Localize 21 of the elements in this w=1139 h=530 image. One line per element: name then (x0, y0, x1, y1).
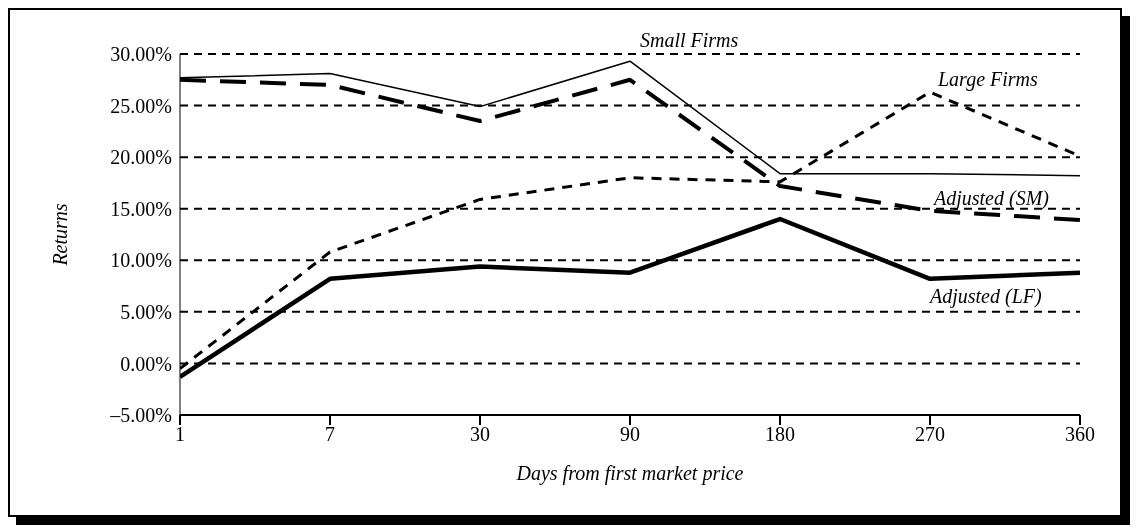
x-axis-title: Days from first market price (515, 462, 744, 485)
x-tick-label: 7 (325, 423, 335, 446)
y-tick-label: 10.00% (110, 249, 172, 272)
x-tick-label: 180 (765, 423, 795, 446)
series-label: Adjusted (SM) (932, 186, 1050, 210)
x-tick-label: 1 (175, 423, 185, 446)
y-axis-title: Returns (49, 203, 72, 267)
x-tick-label: 360 (1065, 423, 1095, 446)
y-tick-label: 5.00% (120, 300, 172, 323)
y-tick-label: 30.00% (110, 43, 172, 66)
y-tick-label: 25.00% (110, 94, 172, 117)
series-label: Large Firms (937, 68, 1039, 92)
x-tick-label: 90 (620, 423, 640, 446)
y-tick-label: 20.00% (110, 146, 172, 169)
y-tick-label: –5.00% (109, 404, 172, 427)
y-tick-label: 15.00% (110, 197, 172, 220)
y-tick-label: 0.00% (120, 352, 172, 375)
x-tick-label: 270 (915, 423, 945, 446)
series-label: Adjusted (LF) (928, 284, 1042, 308)
x-tick-label: 30 (470, 423, 490, 446)
series-label: Small Firms (640, 29, 739, 52)
